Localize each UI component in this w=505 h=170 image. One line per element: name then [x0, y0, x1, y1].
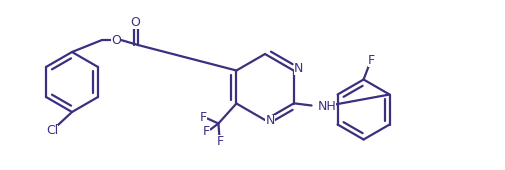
Text: NH: NH [318, 100, 336, 113]
Text: O: O [111, 33, 121, 47]
Text: F: F [217, 135, 224, 148]
Text: O: O [130, 15, 140, 29]
Text: F: F [200, 111, 207, 124]
Text: F: F [368, 54, 375, 67]
Text: F: F [203, 125, 210, 138]
Text: Cl: Cl [46, 124, 58, 138]
Text: N: N [294, 62, 304, 75]
Text: N: N [265, 115, 275, 128]
